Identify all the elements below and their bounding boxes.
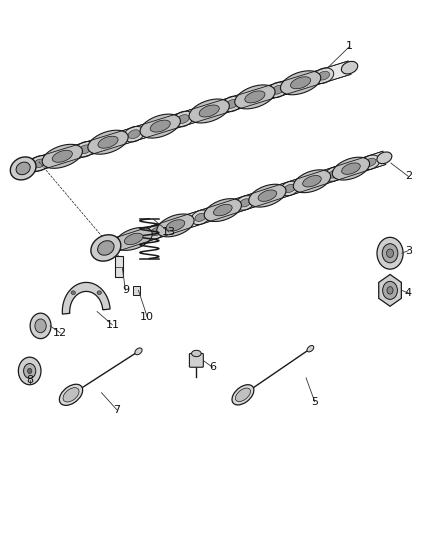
Ellipse shape <box>16 162 30 175</box>
Ellipse shape <box>361 155 380 169</box>
Ellipse shape <box>272 85 284 94</box>
Text: 7: 7 <box>113 405 120 415</box>
Text: 9: 9 <box>122 285 129 295</box>
Circle shape <box>382 244 398 263</box>
Ellipse shape <box>325 167 344 181</box>
Ellipse shape <box>245 91 265 103</box>
FancyBboxPatch shape <box>133 286 140 295</box>
Ellipse shape <box>147 224 166 239</box>
Text: 12: 12 <box>53 328 67 338</box>
Ellipse shape <box>63 387 79 402</box>
Ellipse shape <box>195 213 206 221</box>
Text: 6: 6 <box>209 362 216 372</box>
Ellipse shape <box>135 348 142 355</box>
Ellipse shape <box>91 235 121 261</box>
Ellipse shape <box>313 68 334 84</box>
Ellipse shape <box>199 105 219 117</box>
Ellipse shape <box>33 159 46 168</box>
Ellipse shape <box>232 385 254 405</box>
Ellipse shape <box>235 388 251 401</box>
Text: 13: 13 <box>162 227 176 237</box>
Ellipse shape <box>317 71 329 80</box>
Ellipse shape <box>29 156 49 171</box>
Ellipse shape <box>342 163 360 174</box>
Ellipse shape <box>42 144 82 168</box>
Ellipse shape <box>140 114 180 138</box>
Ellipse shape <box>157 214 194 237</box>
Ellipse shape <box>75 141 95 157</box>
Circle shape <box>35 319 46 333</box>
Polygon shape <box>379 274 401 306</box>
Ellipse shape <box>258 190 277 201</box>
Polygon shape <box>22 61 351 175</box>
Ellipse shape <box>124 233 143 245</box>
Ellipse shape <box>173 111 193 127</box>
Polygon shape <box>62 282 110 314</box>
Ellipse shape <box>377 152 392 164</box>
Circle shape <box>24 364 36 378</box>
Circle shape <box>28 368 32 374</box>
Ellipse shape <box>191 350 201 357</box>
FancyBboxPatch shape <box>115 256 123 277</box>
Ellipse shape <box>115 228 152 251</box>
Text: 11: 11 <box>106 320 120 330</box>
Ellipse shape <box>97 291 102 295</box>
Ellipse shape <box>124 126 145 142</box>
Ellipse shape <box>213 204 232 216</box>
Ellipse shape <box>128 130 140 139</box>
Ellipse shape <box>290 77 311 89</box>
Ellipse shape <box>150 228 162 236</box>
Text: 3: 3 <box>405 246 412 256</box>
Ellipse shape <box>111 240 123 248</box>
Circle shape <box>383 281 397 300</box>
Ellipse shape <box>280 71 321 95</box>
Ellipse shape <box>150 120 170 132</box>
Ellipse shape <box>240 199 251 207</box>
Ellipse shape <box>365 158 376 166</box>
Ellipse shape <box>52 150 72 163</box>
Ellipse shape <box>108 237 126 252</box>
Ellipse shape <box>332 157 370 180</box>
Ellipse shape <box>189 99 230 123</box>
Text: 10: 10 <box>140 312 154 322</box>
Ellipse shape <box>328 170 340 178</box>
Ellipse shape <box>191 210 210 224</box>
Ellipse shape <box>236 196 254 210</box>
Text: 1: 1 <box>346 42 353 52</box>
Ellipse shape <box>235 85 275 109</box>
Circle shape <box>377 237 403 269</box>
Ellipse shape <box>249 184 286 207</box>
Text: 8: 8 <box>26 375 33 385</box>
Ellipse shape <box>341 61 358 74</box>
Text: 5: 5 <box>311 397 318 407</box>
Ellipse shape <box>293 170 331 192</box>
Ellipse shape <box>88 130 128 154</box>
Ellipse shape <box>307 345 314 352</box>
Ellipse shape <box>303 175 321 187</box>
Circle shape <box>387 249 393 257</box>
Ellipse shape <box>280 181 299 196</box>
Ellipse shape <box>98 241 114 255</box>
Text: 2: 2 <box>405 172 412 181</box>
Ellipse shape <box>79 145 91 154</box>
Ellipse shape <box>11 157 36 180</box>
Ellipse shape <box>98 136 118 148</box>
Text: 4: 4 <box>405 288 412 298</box>
Ellipse shape <box>177 115 189 124</box>
Ellipse shape <box>71 291 75 295</box>
Ellipse shape <box>166 220 185 231</box>
Ellipse shape <box>204 199 241 222</box>
Circle shape <box>387 287 393 294</box>
Circle shape <box>18 357 41 385</box>
FancyBboxPatch shape <box>189 353 203 367</box>
Ellipse shape <box>226 100 238 108</box>
Ellipse shape <box>284 184 295 192</box>
Ellipse shape <box>268 82 288 98</box>
Ellipse shape <box>60 384 83 406</box>
Polygon shape <box>104 151 386 255</box>
Circle shape <box>30 313 51 338</box>
Ellipse shape <box>222 96 242 112</box>
